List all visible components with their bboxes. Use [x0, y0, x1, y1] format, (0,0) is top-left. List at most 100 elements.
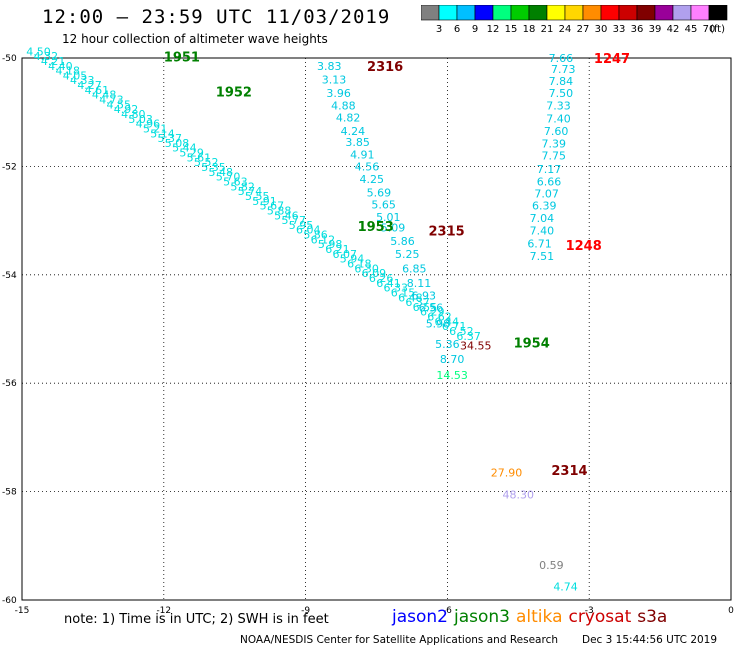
legend-jason3: jason3	[454, 607, 510, 627]
swh-value-label: 27.90	[491, 467, 523, 480]
colorbar-tick-label: 45	[685, 24, 698, 35]
track-time-label: 1248	[566, 239, 602, 254]
swh-value-label: 4.21	[41, 55, 66, 68]
swh-value-label: 5.25	[395, 248, 420, 261]
colorbar-swatch	[708, 5, 728, 21]
swh-value-label: 48.30	[503, 488, 535, 501]
swh-value-label: 5.03	[128, 113, 153, 126]
lon-tick-label: -3	[585, 606, 594, 616]
colorbar-tick-label: 12	[487, 24, 500, 35]
swh-value-label: 5.94	[340, 253, 365, 266]
swh-value-label: 6.66	[537, 176, 562, 189]
swh-value-label: 4.88	[331, 100, 356, 113]
colorbar-tick-label: 30	[595, 24, 608, 35]
swh-value-label: 6.71	[442, 320, 467, 333]
swh-value-label: 5.14	[150, 127, 175, 140]
swh-value-label: 6.07	[332, 248, 357, 261]
generated-timestamp: Dec 3 15:44:56 UTC 2019	[582, 634, 718, 646]
swh-value-label: 6.04	[296, 224, 321, 237]
swh-value-label: 3.96	[326, 87, 351, 100]
colorbar-unit-label: (ft)	[710, 24, 725, 35]
lon-tick-label: 0	[728, 606, 734, 616]
swh-value-label: 5.36	[435, 338, 460, 351]
swh-value-label: 5.01	[376, 211, 401, 224]
swh-value-label: 3.13	[322, 74, 347, 87]
swh-value-label: 5.09	[381, 222, 406, 235]
swh-value-label: 7.33	[546, 100, 571, 113]
swh-value-label: 6.48	[398, 291, 423, 304]
swh-value-label: 6.93	[412, 289, 437, 302]
lat-tick-label: -60	[2, 596, 17, 606]
colorbar-tick-label: 27	[577, 24, 590, 35]
swh-value-label: 4.48	[92, 89, 117, 102]
swh-value-label: 4.82	[336, 112, 361, 125]
swh-value-label: 8.70	[440, 353, 465, 366]
swh-value-label: 6.30	[354, 262, 379, 275]
track-time-label: 2316	[367, 60, 403, 75]
swh-value-label: 5.86	[390, 235, 415, 248]
page-subtitle: 12 hour collection of altimeter wave hei…	[62, 32, 328, 46]
satellite-legend: jason2 jason3 altika cryosat s3a	[392, 607, 673, 627]
swh-value-label: 6.52	[449, 325, 474, 338]
swh-value-label: 6.15	[391, 286, 416, 299]
swh-value-label: 4.18	[55, 65, 80, 78]
colorbar-tick-label: 36	[631, 24, 644, 35]
map-frame	[21, 57, 732, 601]
swh-value-label: 8.11	[407, 277, 432, 290]
swh-value-label: 5.48	[209, 166, 234, 179]
swh-value-label: 6.56	[419, 301, 444, 314]
swh-value-label: 5.91	[252, 195, 277, 208]
page-title: 12:00 — 23:59 UTC 11/03/2019	[42, 6, 391, 28]
swh-value-label: 4.40	[48, 60, 73, 73]
legend-cryosat: cryosat	[568, 607, 632, 627]
swh-value-label: 4.96	[136, 118, 161, 131]
swh-value-label: 5.95	[289, 219, 314, 232]
lon-tick-label: -15	[15, 606, 30, 616]
swh-value-label: 6.44	[435, 315, 460, 328]
swh-value-label: 4.92	[114, 103, 139, 116]
swh-value-label: 7.39	[542, 138, 567, 151]
swh-value-label: 6.62	[427, 311, 452, 324]
legend-jason2: jason2	[392, 607, 448, 627]
lon-tick-label: -12	[156, 606, 171, 616]
swh-value-label: 6.09	[362, 267, 387, 280]
lon-tick-label: -6	[443, 606, 452, 616]
colorbar-tick-label: 24	[559, 24, 572, 35]
track-time-label: 1952	[216, 86, 252, 101]
swh-value-label: 5.35	[201, 161, 226, 174]
lat-tick-label: -56	[2, 379, 17, 389]
lat-tick-label: -52	[2, 162, 17, 172]
swh-value-label: 6.12	[311, 233, 336, 246]
swh-value-label: 5.08	[165, 137, 190, 150]
colorbar-tick-label: 42	[667, 24, 680, 35]
swh-value-label: 0.59	[539, 559, 564, 572]
swh-value-label: 4.55	[106, 98, 131, 111]
swh-value-label: 5.21	[143, 122, 168, 135]
swh-value-label: 6.18	[347, 257, 372, 270]
swh-value-label: 7.17	[537, 163, 562, 176]
swh-value-label: 5.82	[230, 180, 255, 193]
swh-value-label: 7.40	[546, 113, 571, 126]
swh-value-label: 5.88	[267, 204, 292, 217]
lat-tick-label: -54	[2, 271, 17, 281]
swh-value-label: 5.29	[179, 147, 204, 160]
swh-value-label: 6.33	[384, 282, 409, 295]
swh-value-label: 5.61	[187, 151, 212, 164]
swh-value-label: 6.85	[402, 262, 427, 275]
legend-altika: altika	[516, 607, 563, 627]
swh-value-label: 6.71	[527, 237, 552, 250]
swh-value-label: 7.73	[551, 63, 576, 76]
track-time-label: 2314	[551, 464, 587, 479]
swh-value-label: 7.07	[534, 188, 559, 201]
swh-value-label: 7.66	[549, 52, 574, 65]
colorbar-tick-label: 3	[436, 24, 442, 35]
swh-value-label: 5.63	[223, 176, 248, 189]
credit-line: NOAA/NESDIS Center for Satellite Applica…	[240, 634, 558, 646]
track-time-label: 1953	[358, 220, 394, 235]
swh-value-label: 4.27	[77, 79, 102, 92]
colorbar-tick-label: 39	[649, 24, 662, 35]
swh-value-label: 6.55	[413, 301, 438, 314]
swh-value-label: 4.56	[355, 160, 380, 173]
swh-value-label: 4.50	[26, 45, 51, 58]
